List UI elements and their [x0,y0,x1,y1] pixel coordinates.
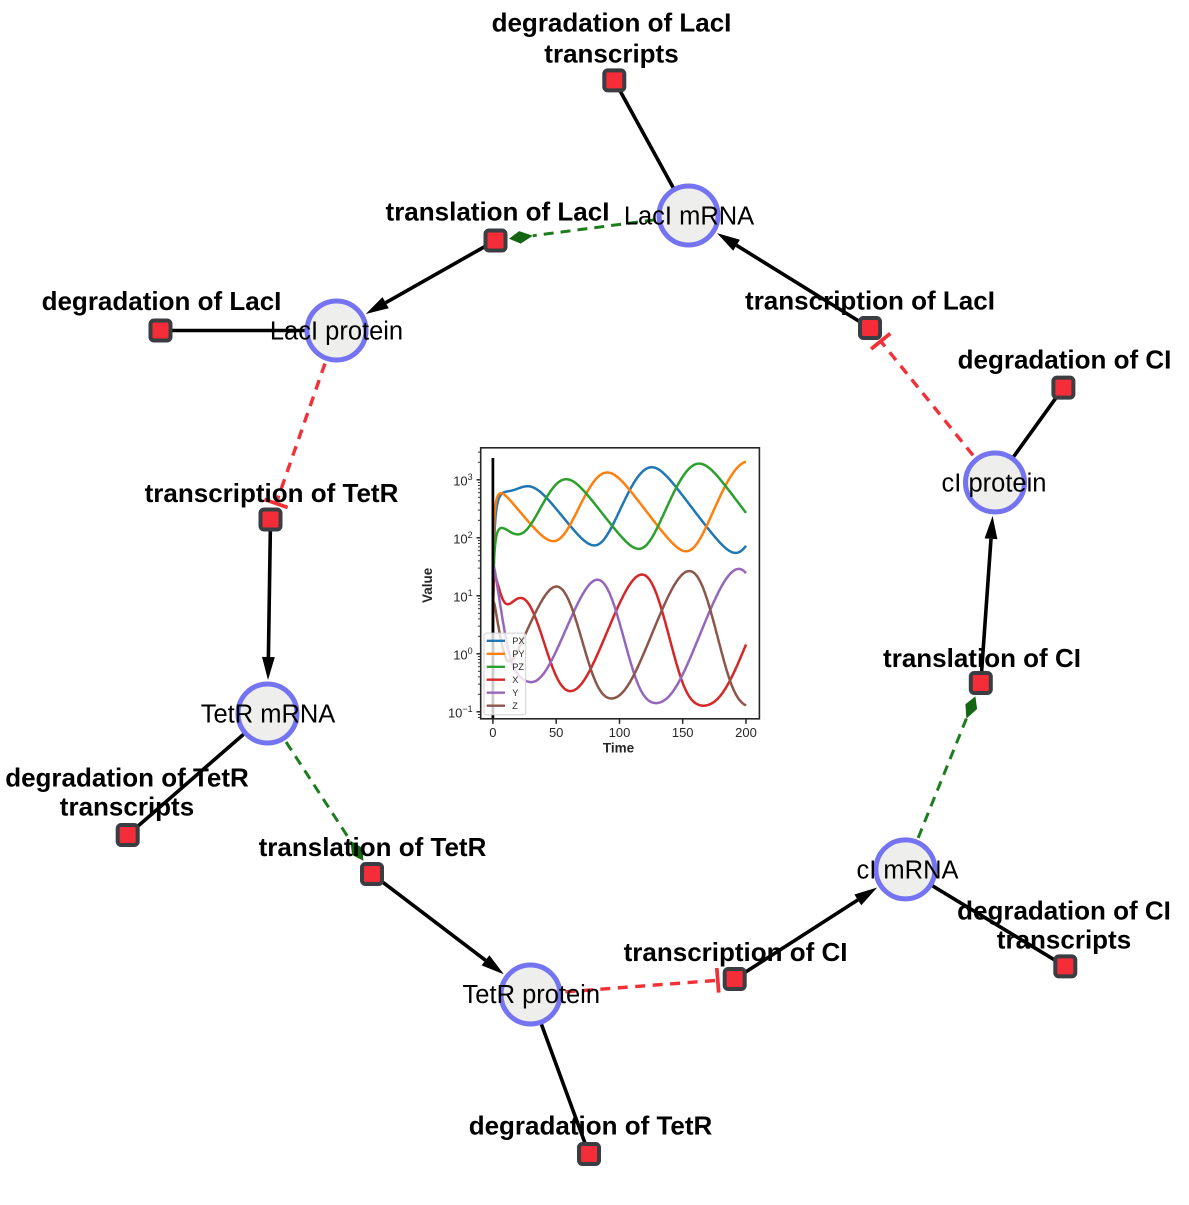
svg-text:translation of TetR: translation of TetR [259,832,487,862]
svg-text:transcripts: transcripts [544,39,678,69]
svg-text:transcripts: transcripts [60,792,194,822]
svg-text:transcription of TetR: transcription of TetR [145,478,399,508]
svg-text:transcripts: transcripts [997,925,1131,955]
svg-text:Value: Value [420,567,435,603]
svg-text:Y: Y [512,688,518,698]
svg-text:TetR mRNA: TetR mRNA [201,701,336,729]
svg-text:LacI protein: LacI protein [270,318,403,346]
svg-text:degradation of TetR: degradation of TetR [469,1111,713,1141]
svg-text:cI protein: cI protein [942,470,1047,498]
svg-text:degradation of TetR: degradation of TetR [5,763,249,793]
svg-text:50: 50 [549,725,563,740]
svg-text:PY: PY [512,649,524,659]
svg-text:translation of CI: translation of CI [883,643,1081,673]
svg-text:100: 100 [609,725,631,740]
svg-text:degradation of LacI: degradation of LacI [492,8,732,38]
svg-text:transcription of CI: transcription of CI [624,937,848,967]
svg-text:PZ: PZ [512,662,524,672]
svg-text:degradation of LacI: degradation of LacI [42,286,282,316]
svg-text:PX: PX [512,636,524,646]
svg-text:150: 150 [672,725,694,740]
svg-text:translation of LacI: translation of LacI [386,197,610,227]
svg-text:cI mRNA: cI mRNA [857,857,959,885]
svg-text:X: X [512,675,518,685]
svg-text:transcription of LacI: transcription of LacI [745,286,995,316]
svg-text:Z: Z [512,701,518,711]
svg-text:degradation of CI: degradation of CI [958,345,1172,375]
svg-text:degradation of CI: degradation of CI [957,896,1171,926]
svg-text:200: 200 [735,725,757,740]
svg-text:LacI mRNA: LacI mRNA [624,203,754,231]
svg-text:Time: Time [603,741,635,756]
svg-text:0: 0 [489,725,496,740]
svg-text:TetR protein: TetR protein [463,981,601,1009]
